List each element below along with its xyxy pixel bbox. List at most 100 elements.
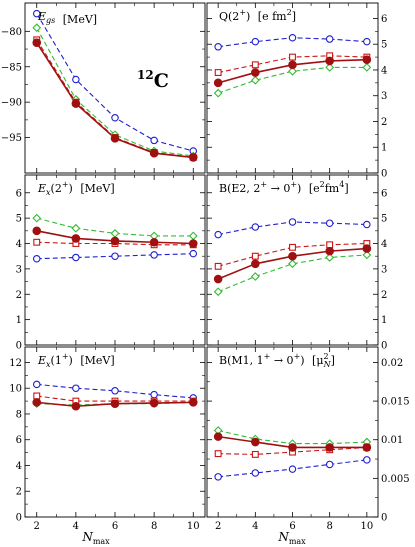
data-point-green xyxy=(325,253,335,262)
y-tick-label: 4 xyxy=(16,461,22,472)
data-point-red xyxy=(251,450,259,458)
data-point-darkred xyxy=(188,398,198,407)
y-tick-label: 0.015 xyxy=(381,397,410,408)
series-line-blue xyxy=(36,383,194,399)
panel-label-ex2: Ex(2+) [MeV] xyxy=(37,180,115,197)
data-point-green xyxy=(325,63,335,72)
data-point-darkred xyxy=(149,237,159,247)
y-tick-label: 0 xyxy=(381,341,387,352)
data-point-darkred xyxy=(362,55,372,64)
x-tick-label: 8 xyxy=(326,521,332,532)
data-point-green xyxy=(71,223,81,233)
xaxis-titles: Nmax Nmax xyxy=(81,530,306,546)
data-point-blue xyxy=(72,384,80,392)
data-point-red xyxy=(214,262,222,270)
panel-be2: 0 1 2 3 4 5 6 B(E2, 2+ → 0+) [e2fm4] xyxy=(206,174,387,352)
y-tick-label: 0 xyxy=(16,513,22,524)
data-point-blue xyxy=(251,223,260,231)
data-point-darkred xyxy=(32,38,42,47)
data-point-blue xyxy=(32,254,41,263)
series-line-green xyxy=(217,254,367,293)
data-point-blue xyxy=(288,218,297,226)
data-point-darkred xyxy=(213,432,223,441)
data-point-green xyxy=(213,88,223,98)
data-point-blue xyxy=(111,387,119,395)
data-point-darkred xyxy=(213,274,223,284)
series-line-red xyxy=(36,241,194,246)
data-point-green xyxy=(250,75,260,85)
panel-bm1: 2 4 6 8 10 0 0.005 0.01 0.015 0.02 B(M1, 1+ → 0+) … xyxy=(206,346,410,532)
y-tick-label: −80 xyxy=(1,27,22,38)
x-tick-label: 4 xyxy=(73,521,79,532)
y-tick-label: 3 xyxy=(381,264,387,275)
data-point-blue xyxy=(150,251,158,259)
x-tick-label: 10 xyxy=(187,521,200,532)
series-line-red xyxy=(36,39,194,158)
y-tick-label: 1 xyxy=(381,143,387,154)
y-tick-label: 6 xyxy=(16,435,22,446)
y-tick-label: 5 xyxy=(381,40,387,51)
data-point-green xyxy=(288,66,297,76)
x-tick-label: 6 xyxy=(289,521,295,532)
data-point-blue xyxy=(325,460,334,469)
data-point-blue xyxy=(72,253,80,262)
x-tick-label: 10 xyxy=(360,521,373,532)
data-point-darkred xyxy=(32,226,42,236)
data-point-blue xyxy=(288,465,297,473)
y-tick-label: 2 xyxy=(16,487,22,498)
x-tick-label: 4 xyxy=(252,521,258,532)
data-point-darkred xyxy=(110,236,120,246)
data-point-green xyxy=(362,250,372,260)
panel-q2: 0 1 2 3 4 5 6 Q(2+) [e fm2] xyxy=(206,2,387,180)
data-point-red xyxy=(214,69,222,76)
data-point-blue xyxy=(189,249,198,258)
y-tick-label: 10 xyxy=(9,384,22,395)
data-point-blue xyxy=(214,43,222,51)
series-line-red xyxy=(36,395,194,402)
y-tick-label: −90 xyxy=(1,98,22,109)
y-tick-label: 6 xyxy=(381,188,387,199)
y-tick-label: 1 xyxy=(381,315,387,326)
data-point-darkred xyxy=(251,437,260,447)
data-point-red xyxy=(289,243,296,251)
data-point-darkred xyxy=(288,251,297,261)
data-point-blue xyxy=(150,390,158,399)
data-point-green xyxy=(188,231,198,241)
data-point-blue xyxy=(251,37,260,46)
data-point-blue xyxy=(150,136,158,145)
data-point-blue xyxy=(325,35,334,43)
panel-label-bm1: B(M1, 1+ → 0+) [μ2 N] xyxy=(219,352,335,369)
data-point-green xyxy=(250,272,260,281)
y-tick-label: 6 xyxy=(16,188,22,199)
data-point-darkred xyxy=(71,401,81,411)
data-point-green xyxy=(213,287,223,297)
panel-label-q2: Q(2+) [e fm2] xyxy=(219,8,296,23)
data-point-darkred xyxy=(149,148,159,158)
x-tick-label: 6 xyxy=(112,521,118,532)
data-point-darkred xyxy=(110,133,120,143)
data-point-darkred xyxy=(325,443,334,452)
data-point-blue xyxy=(32,9,41,18)
data-point-darkred xyxy=(362,244,372,253)
data-point-blue xyxy=(363,456,371,464)
data-point-red xyxy=(214,450,222,458)
data-point-blue xyxy=(214,230,222,239)
panel-label-ex1: Ex(1+) [MeV] xyxy=(37,352,115,369)
data-point-red xyxy=(33,238,41,246)
series-line-blue xyxy=(36,253,194,260)
data-point-red xyxy=(251,252,259,260)
data-point-blue xyxy=(111,114,119,122)
y-tick-label: 5 xyxy=(16,214,22,225)
data-point-darkred xyxy=(288,60,297,70)
panel-label-egs: Egs [MeV] xyxy=(37,10,97,26)
data-point-darkred xyxy=(71,99,81,108)
y-tick-label: 2 xyxy=(16,290,22,301)
nucleus-annotation: 12C xyxy=(137,68,169,92)
y-tick-label: 0.02 xyxy=(381,358,403,369)
data-point-green xyxy=(362,63,372,72)
data-point-blue xyxy=(288,34,297,42)
y-tick-label: 0.01 xyxy=(381,435,403,446)
x-tick-label: 8 xyxy=(151,521,157,532)
panel-frame xyxy=(206,346,379,518)
data-point-darkred xyxy=(288,443,297,452)
